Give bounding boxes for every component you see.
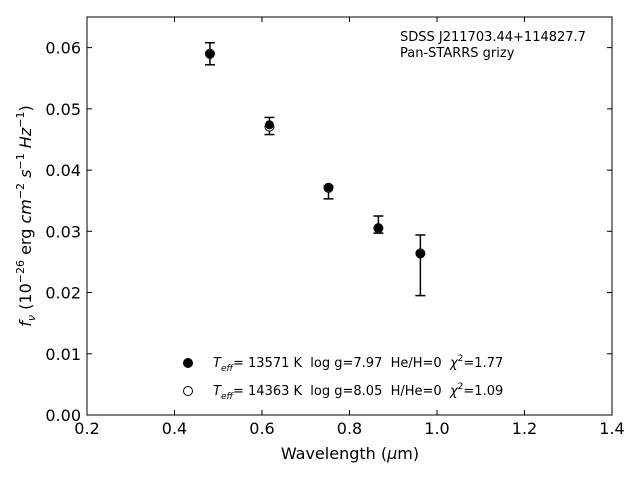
data-point-he-h: [264, 120, 274, 130]
annotation-survey: Pan-STARRS grizy: [400, 46, 515, 61]
y-axis-label: fν (10−26 erg cm−2 s−1 Hz−1): [14, 105, 38, 326]
data-point-he-h: [324, 182, 333, 192]
x-axis-ticks: 0.2 0.4 0.6 0.8 1.0 1.2 1.4: [74, 17, 625, 438]
y-tick-label: 0.05: [45, 100, 81, 119]
x-tick-label: 0.8: [337, 419, 362, 438]
annotation-object: SDSS J211703.44+114827.7: [400, 30, 586, 45]
x-tick-label: 1.2: [512, 419, 537, 438]
legend: Teff= 13571 K log g=7.97 He/H=0 χ2=1.77 …: [183, 354, 503, 402]
x-tick-label: 1.4: [599, 419, 624, 438]
data-point-he-h: [205, 49, 215, 59]
x-tick-label: 0.2: [74, 419, 99, 438]
data-markers: [204, 48, 426, 259]
x-tick-label: 0.6: [249, 419, 274, 438]
legend-label-h-he: Teff= 14363 K log g=8.05 H/He=0 χ2=1.09: [213, 382, 503, 402]
y-tick-label: 0.02: [45, 284, 81, 303]
y-tick-label: 0.01: [45, 345, 81, 364]
y-tick-label: 0.00: [45, 406, 81, 425]
x-tick-label: 1.0: [424, 419, 449, 438]
y-tick-label: 0.03: [45, 222, 81, 241]
error-bars: [204, 41, 426, 297]
data-point-he-h: [415, 249, 425, 259]
y-axis-ticks: 0.00 0.01 0.02 0.03 0.04 0.05 0.06: [45, 39, 612, 425]
y-tick-label: 0.06: [45, 39, 81, 58]
legend-marker-filled: [183, 358, 193, 368]
data-point-he-h: [373, 223, 383, 233]
legend-label-he-h: Teff= 13571 K log g=7.97 He/H=0 χ2=1.77: [213, 354, 503, 374]
x-tick-label: 0.4: [162, 419, 187, 438]
x-axis-label: Wavelength (μm): [281, 444, 419, 463]
legend-marker-open: [183, 386, 193, 396]
y-tick-label: 0.04: [45, 161, 81, 180]
